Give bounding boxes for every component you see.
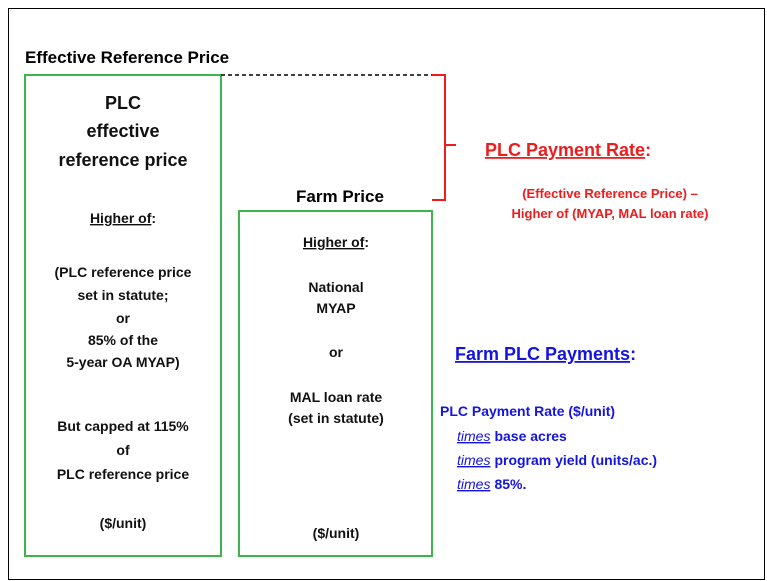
term: times base acres — [457, 428, 567, 444]
bracket — [432, 74, 456, 201]
cap: PLC reference price — [57, 466, 189, 482]
heading: effective — [86, 121, 159, 141]
farm-payments: Farm PLC Payments: PLC Payment Rate ($/u… — [440, 344, 657, 492]
label: PLC Payment Rate — [485, 140, 645, 160]
option: set in statute; — [77, 287, 168, 303]
option: or — [329, 344, 344, 360]
emphasis: times — [457, 476, 490, 492]
frame — [8, 8, 765, 580]
cap: of — [116, 442, 130, 458]
term: times 85%. — [457, 476, 526, 492]
term-text: program yield (units/ac.) — [494, 452, 657, 468]
first-line: PLC Payment Rate ($/unit) — [440, 403, 615, 419]
emphasis: times — [457, 452, 490, 468]
higher-of: Higher of: — [90, 210, 156, 226]
label: Farm PLC Payments — [455, 344, 630, 364]
left-box-text: PLC effective reference price Higher of:… — [55, 93, 192, 531]
emphasis: times — [457, 428, 490, 444]
option: or — [116, 310, 131, 326]
payment-rate: PLC Payment Rate: (Effective Reference P… — [485, 140, 708, 221]
punct: : — [151, 210, 156, 226]
option: (set in statute) — [288, 410, 384, 426]
term: times program yield (units/ac.) — [457, 452, 657, 468]
farm-price-box — [238, 210, 433, 557]
punct: : — [364, 234, 369, 250]
farm-price-text: Farm Price Higher of: National MYAP or M… — [288, 187, 384, 541]
formula: Higher of (MYAP, MAL loan rate) — [512, 206, 709, 221]
left-box — [24, 74, 222, 557]
term-text: base acres — [494, 428, 567, 444]
option: National — [308, 279, 363, 295]
option: MAL loan rate — [290, 389, 383, 405]
formula: (Effective Reference Price) – — [522, 186, 698, 201]
label: Higher of — [303, 234, 365, 250]
cap: But capped at 115% — [57, 418, 189, 434]
punct: : — [630, 344, 636, 364]
label: Higher of — [90, 210, 152, 226]
heading: reference price — [58, 150, 187, 170]
heading: PLC Payment Rate: — [485, 140, 651, 160]
punct: : — [645, 140, 651, 160]
heading: PLC — [105, 93, 141, 113]
higher-of: Higher of: — [303, 234, 369, 250]
title: Effective Reference Price — [25, 48, 229, 67]
option: 85% of the — [88, 332, 158, 348]
option: MYAP — [316, 300, 355, 316]
unit: ($/unit) — [313, 525, 360, 541]
heading: Farm PLC Payments: — [455, 344, 636, 364]
option: (PLC reference price — [55, 264, 192, 280]
term-text: 85%. — [494, 476, 526, 492]
option: 5-year OA MYAP) — [66, 354, 179, 370]
heading: Farm Price — [296, 187, 384, 206]
unit: ($/unit) — [100, 515, 147, 531]
